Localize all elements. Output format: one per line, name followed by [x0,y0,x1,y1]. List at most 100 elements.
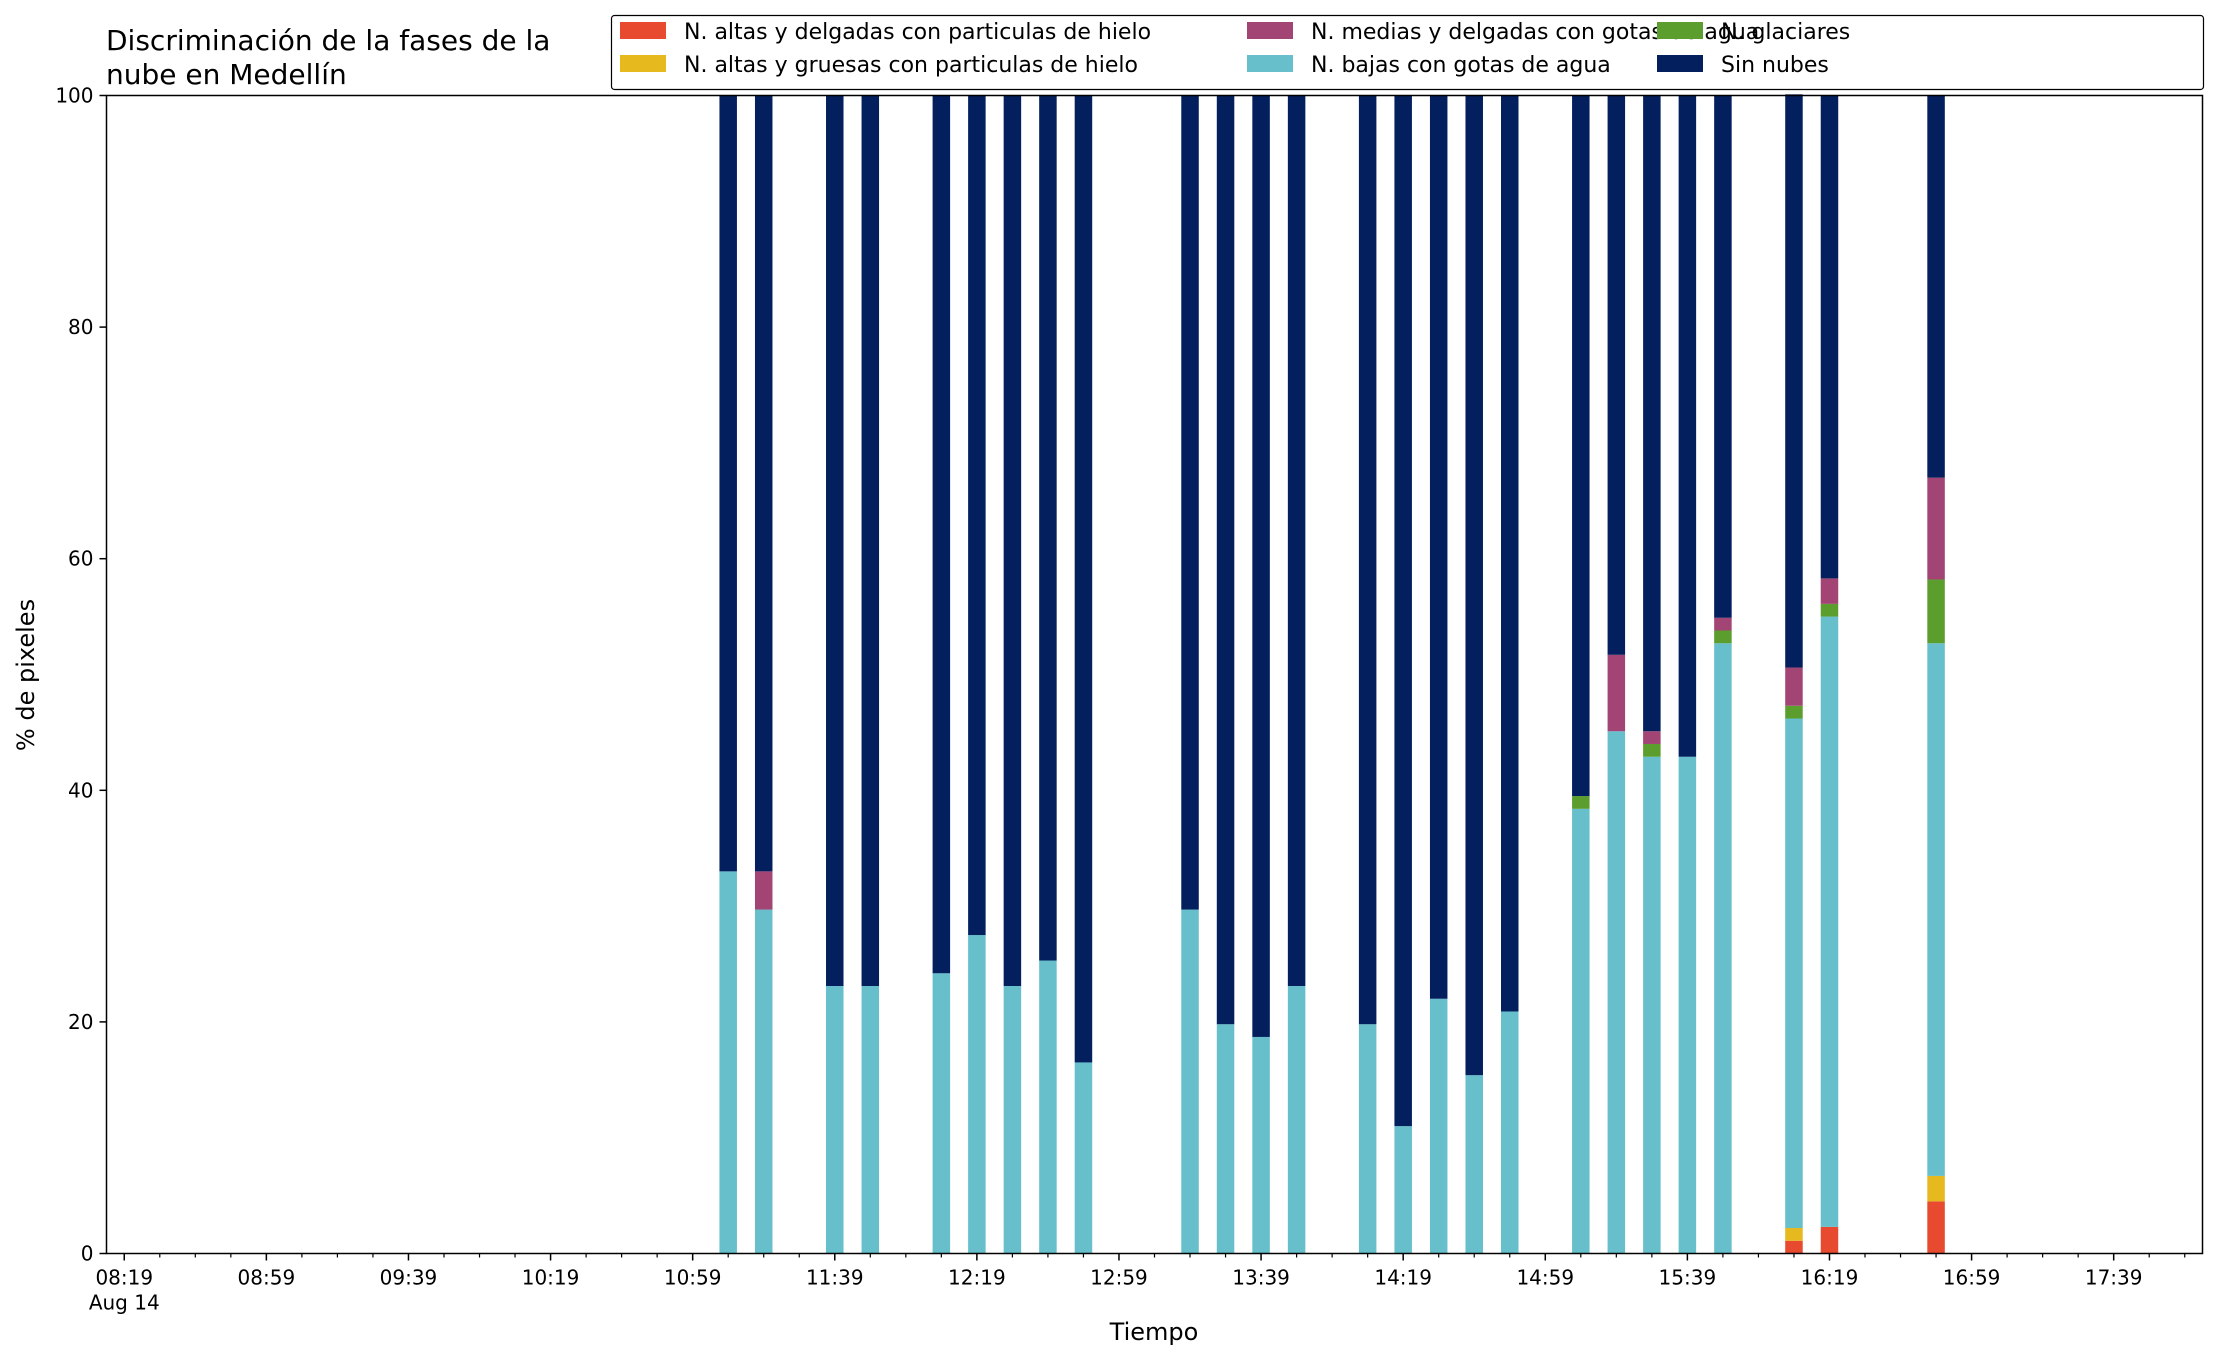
y-tick-label: 0 [81,1242,94,1266]
x-tick-label: 12:19 [948,1266,1006,1290]
bars-layer [719,94,1945,1254]
bar-segment [1820,578,1839,604]
bar-segment [1820,603,1839,617]
bar-segment [861,986,880,1254]
bar-segment [1252,1036,1270,1254]
bar-segment [1394,1126,1412,1254]
bar-segment [1927,1201,1945,1254]
bar-segment [1181,95,1199,910]
bar-segment [1358,95,1377,1025]
x-tick-label: 12:59 [1090,1266,1148,1290]
x-tick-label: 15:39 [1659,1266,1717,1290]
bar-segment [932,973,951,1254]
bar-segment [968,935,986,1254]
bar-segment [1607,654,1626,732]
bar-segment [1785,1240,1803,1254]
x-tick-label: 16:19 [1801,1266,1859,1290]
bar-segment [1181,909,1199,1254]
y-tick-label: 100 [55,84,93,108]
bar-segment [1074,95,1093,1063]
y-tick-label: 60 [68,547,93,571]
x-tick-label: 14:59 [1516,1266,1574,1290]
x-tick-label: 10:19 [522,1266,580,1290]
bar-segment [1820,616,1839,1227]
bar-segment [1216,1024,1235,1254]
chart-title-line-2: nube en Medellín [106,58,347,91]
bar-segment [1429,95,1448,999]
bar-segment [1607,731,1626,1254]
bar-segment [1039,960,1057,1254]
bar-segment [1358,1024,1377,1254]
legend-box [610,14,2205,91]
y-axis-label: % de pixeles [12,599,40,751]
bar-segment [1643,95,1661,732]
bar-segment [1820,1226,1839,1254]
bar-segment [861,95,880,986]
bar-segment [1927,477,1945,580]
bar-segment [826,986,844,1254]
bar-segment [1465,95,1483,1076]
x-tick-label: 14:19 [1374,1266,1432,1290]
bar-segment [1820,95,1839,579]
bar-segment [1572,796,1590,809]
x-tick-sublabel: Aug 14 [89,1291,160,1315]
bar-segment [1074,1062,1093,1254]
bar-segment [1003,986,1022,1254]
bar-segment [1643,731,1661,744]
x-tick-label: 09:39 [380,1266,438,1290]
legend-swatch [1247,55,1293,72]
legend-swatch [1657,55,1703,72]
bar-segment [1643,756,1661,1254]
bar-segment [1714,630,1732,644]
x-tick-label: 16:59 [1943,1266,2001,1290]
x-axis-label: Tiempo [1109,1318,1199,1346]
bar-segment [968,95,986,936]
bar-segment [1643,743,1661,757]
bar-segment [754,871,773,910]
legend-swatch [1657,22,1703,39]
legend: N. altas y delgadas con particulas de hi… [610,14,2205,91]
bar-segment [1287,95,1306,986]
bar-segment [1216,95,1235,1025]
bar-segment [1927,1175,1945,1202]
y-axis: 0 20 40 60 80 100 [55,84,107,1266]
bar-segment [1252,95,1270,1037]
bar-segment [1678,756,1697,1254]
legend-label: N. bajas con gotas de agua [1311,53,1611,78]
x-tick-label: 10:59 [664,1266,722,1290]
bar-segment [1287,986,1306,1254]
bar-segment [1607,95,1626,655]
bar-segment [719,95,737,872]
bar-segment [1572,808,1590,1254]
legend-swatch [1247,22,1293,39]
bar-segment [1785,1228,1803,1241]
bar-segment [1714,617,1732,631]
legend-label: N. altas y gruesas con particulas de hie… [684,53,1138,78]
bar-segment [1429,998,1448,1254]
bar-segment [754,95,773,872]
y-tick-label: 20 [68,1010,93,1034]
legend-swatch [620,55,666,72]
x-tick-label: 17:39 [2085,1266,2143,1290]
bar-segment [1714,95,1732,618]
bar-segment [1785,705,1803,719]
bar-segment [754,909,773,1254]
bar-segment [1394,95,1412,1127]
bar-segment [1501,1011,1519,1254]
bar-segment [1003,95,1022,986]
legend-label: N. glaciares [1721,20,1850,45]
x-tick-label: 13:39 [1232,1266,1290,1290]
bar-segment [1785,718,1803,1229]
bar-segment [932,95,951,974]
bar-segment [1927,95,1945,478]
x-tick-label: 11:39 [806,1266,864,1290]
plot-frame [105,94,2204,1255]
y-tick-label: 40 [68,778,93,802]
bar-segment [1927,643,1945,1176]
bar-segment [1465,1075,1483,1254]
legend-label: N. altas y delgadas con particulas de hi… [684,20,1151,45]
bar-segment [1572,95,1590,797]
x-tick-label: 08:19 [95,1266,153,1290]
